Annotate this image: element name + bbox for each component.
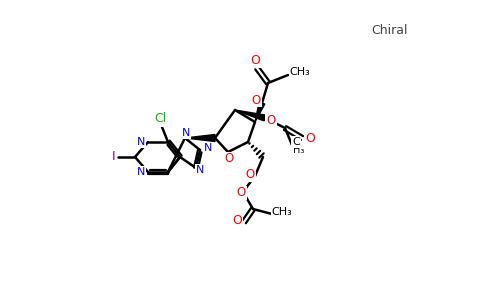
Text: N: N (196, 165, 204, 175)
Text: H₃: H₃ (293, 145, 305, 155)
Text: N: N (137, 167, 145, 177)
Text: N: N (204, 143, 212, 153)
Polygon shape (185, 134, 215, 142)
Text: O: O (305, 131, 315, 145)
Text: O: O (236, 187, 245, 200)
Text: N: N (137, 137, 145, 147)
Text: O: O (266, 115, 275, 128)
Polygon shape (255, 102, 265, 122)
Text: I: I (112, 151, 116, 164)
Text: CH₃: CH₃ (289, 67, 310, 77)
Text: O: O (251, 94, 260, 106)
Text: Cl: Cl (154, 112, 166, 125)
Polygon shape (235, 110, 266, 121)
Text: O: O (232, 214, 242, 227)
Text: C: C (292, 137, 300, 147)
Text: O: O (245, 169, 255, 182)
Text: Chiral: Chiral (372, 23, 408, 37)
Text: CH₃: CH₃ (272, 207, 292, 217)
Text: N: N (182, 128, 190, 138)
Text: O: O (250, 53, 260, 67)
Text: O: O (225, 152, 234, 166)
